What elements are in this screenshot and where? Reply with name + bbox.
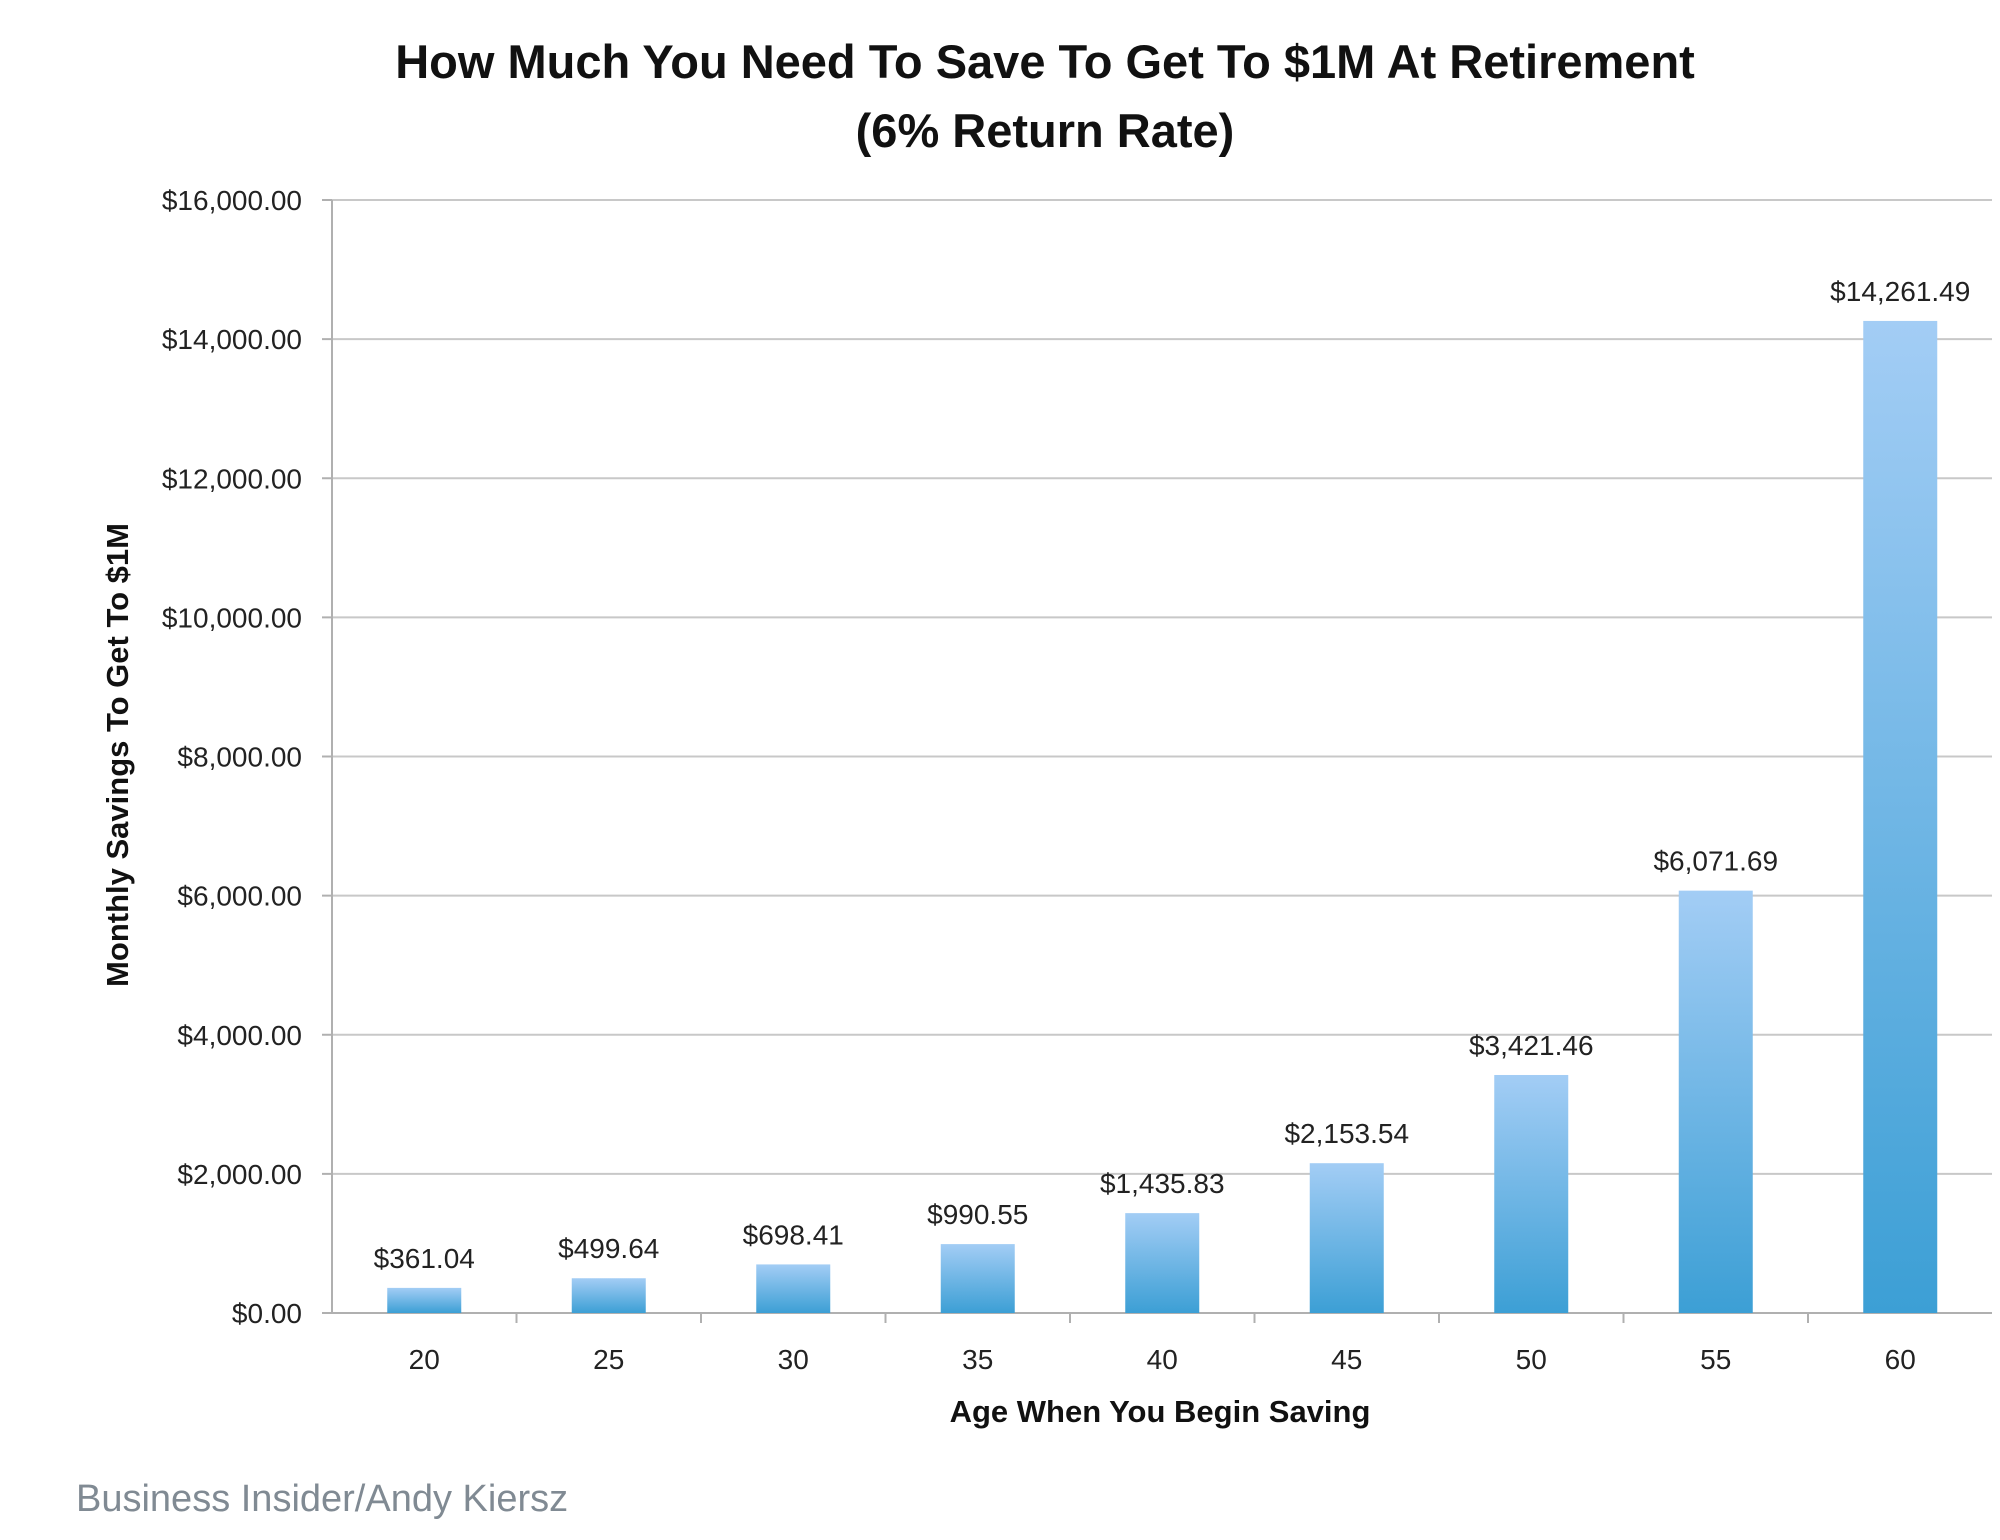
y-tick-label: $0.00 bbox=[232, 1298, 302, 1329]
data-label-35: $990.55 bbox=[927, 1199, 1028, 1230]
bar-45 bbox=[1309, 1163, 1384, 1313]
y-tick-label: $6,000.00 bbox=[177, 881, 302, 912]
x-tick-label: 55 bbox=[1700, 1344, 1731, 1375]
y-tick-label: $8,000.00 bbox=[177, 742, 302, 773]
y-tick-label: $12,000.00 bbox=[162, 463, 302, 494]
x-tick-label: 45 bbox=[1331, 1344, 1362, 1375]
bar-55 bbox=[1678, 890, 1753, 1313]
data-label-60: $14,261.49 bbox=[1830, 276, 1970, 307]
data-label-50: $3,421.46 bbox=[1469, 1030, 1594, 1061]
bar-30 bbox=[756, 1264, 831, 1313]
data-label-30: $698.41 bbox=[743, 1219, 844, 1250]
x-tick-label: 30 bbox=[778, 1344, 809, 1375]
x-tick-label: 40 bbox=[1147, 1344, 1178, 1375]
x-tick-label: 35 bbox=[962, 1344, 993, 1375]
data-label-55: $6,071.69 bbox=[1653, 846, 1778, 877]
x-tick-label: 20 bbox=[409, 1344, 440, 1375]
bar-40 bbox=[1125, 1213, 1200, 1313]
y-tick-label: $14,000.00 bbox=[162, 324, 302, 355]
data-label-40: $1,435.83 bbox=[1100, 1168, 1225, 1199]
axes: $0.00 $2,000.00 $4,000.00 $6,000.00 $8,000.0… bbox=[162, 185, 1992, 1375]
bar-50 bbox=[1494, 1074, 1569, 1313]
data-label-20: $361.04 bbox=[374, 1243, 475, 1274]
bar-chart: How Much You Need To Save To Get To $1M … bbox=[100, 35, 1992, 1429]
y-tick-label: $2,000.00 bbox=[177, 1159, 302, 1190]
y-tick-label: $10,000.00 bbox=[162, 602, 302, 633]
data-label-25: $499.64 bbox=[558, 1233, 659, 1264]
source-credit: Business Insider/Andy Kiersz bbox=[76, 1478, 569, 1520]
y-axis-label: Monthly Savings To Get To $1M bbox=[100, 523, 135, 987]
bar-60 bbox=[1863, 320, 1938, 1314]
chart-subtitle: (6% Return Rate) bbox=[856, 104, 1235, 157]
x-tick-label: 25 bbox=[593, 1344, 624, 1375]
data-labels: $361.04 $499.64 $698.41 $990.55 $1,435.83 $2,… bbox=[374, 276, 1971, 1274]
y-tick-label: $16,000.00 bbox=[162, 185, 302, 216]
x-tick-label: 50 bbox=[1516, 1344, 1547, 1375]
bars bbox=[387, 320, 1938, 1314]
x-axis-label: Age When You Begin Saving bbox=[950, 1394, 1371, 1429]
bar-35 bbox=[940, 1244, 1015, 1313]
bar-20 bbox=[387, 1287, 462, 1313]
bar-25 bbox=[571, 1278, 646, 1313]
x-tick-label: 60 bbox=[1885, 1344, 1916, 1375]
gridlines bbox=[332, 199, 1992, 1175]
y-tick-label: $4,000.00 bbox=[177, 1020, 302, 1051]
chart-title: How Much You Need To Save To Get To $1M … bbox=[395, 35, 1695, 88]
data-label-45: $2,153.54 bbox=[1284, 1118, 1409, 1149]
